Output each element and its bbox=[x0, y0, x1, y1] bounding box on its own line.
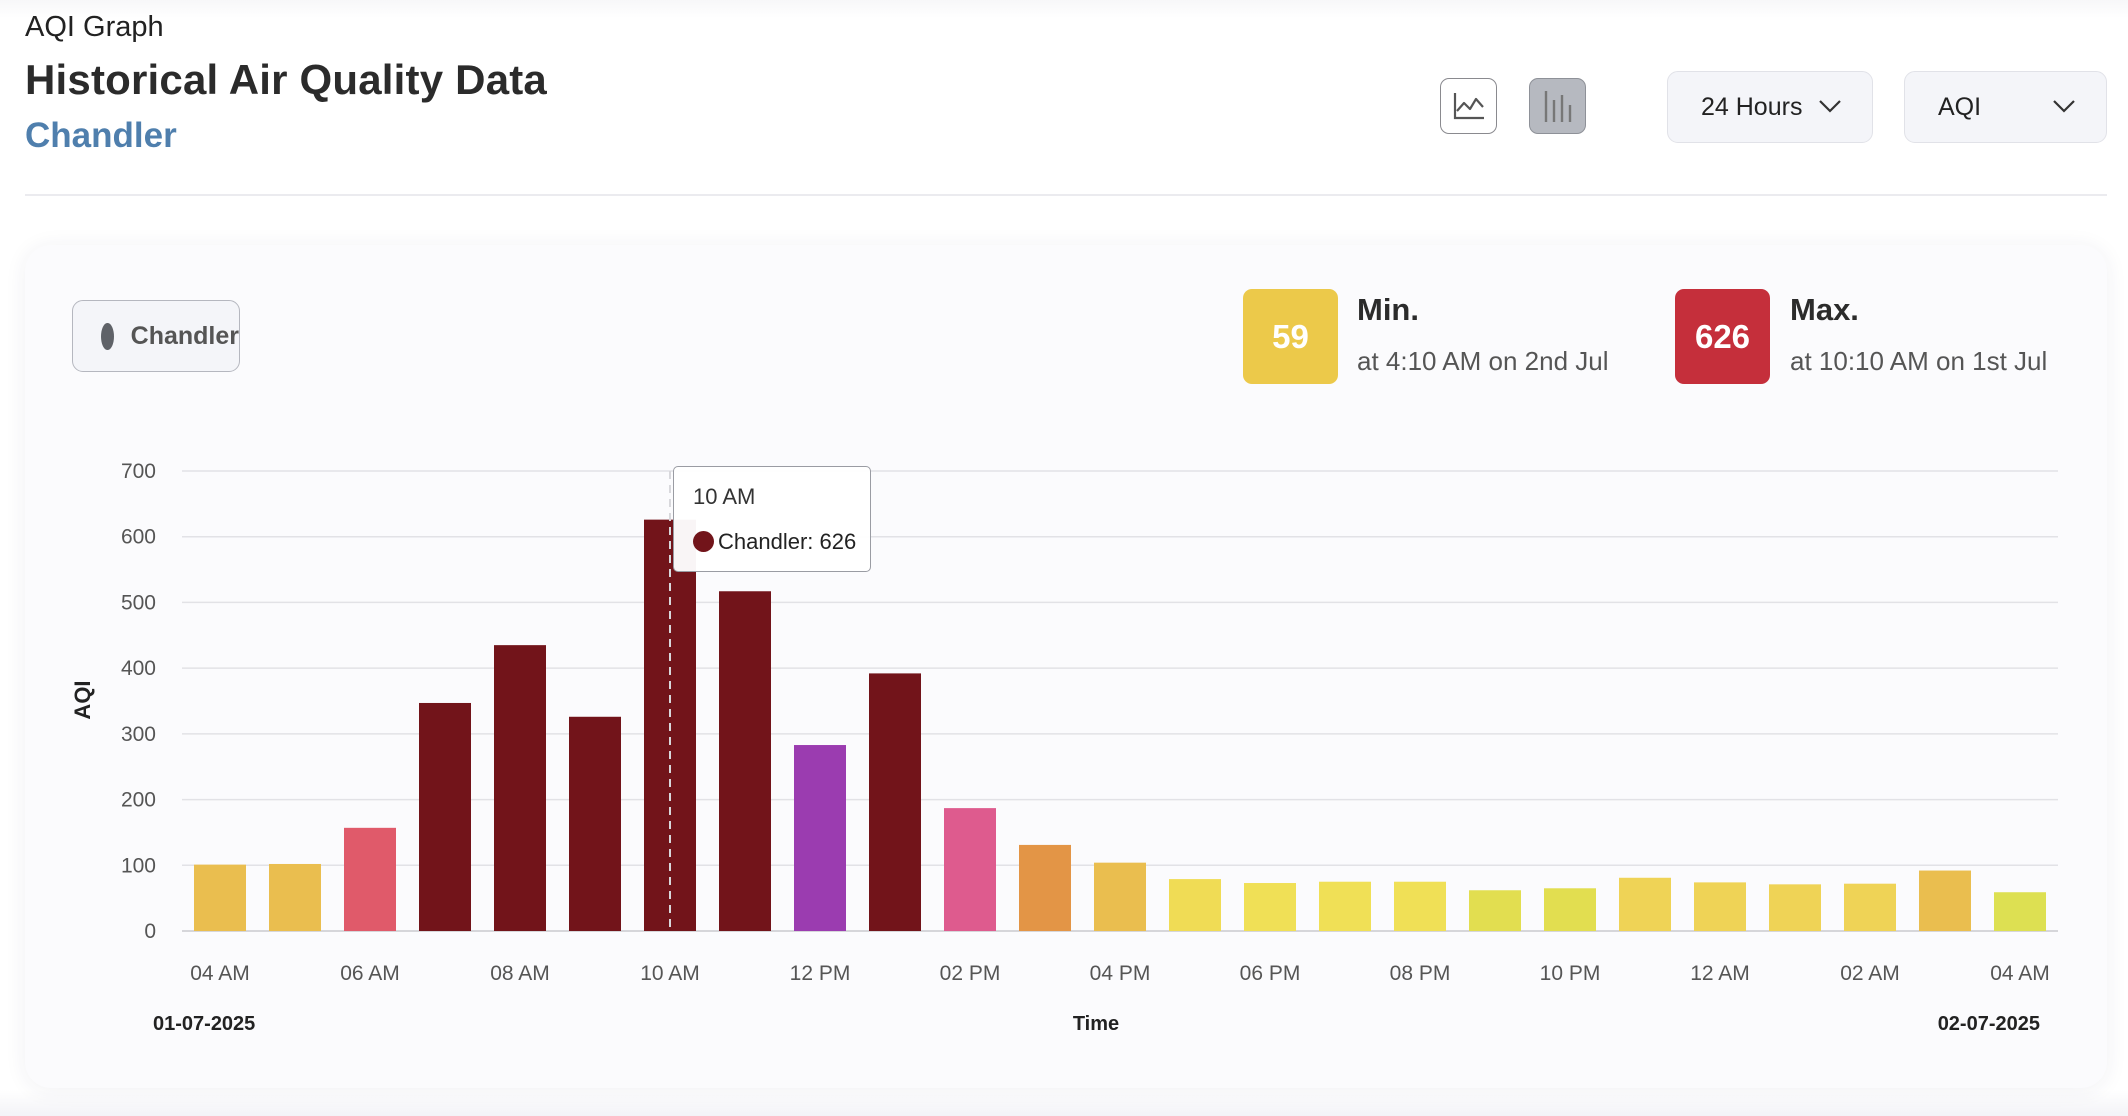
bar-9[interactable] bbox=[869, 673, 921, 931]
x-tick-label: 12 PM bbox=[790, 962, 851, 985]
metric-dropdown[interactable]: AQI bbox=[1904, 71, 2107, 143]
y-tick-label: 600 bbox=[121, 526, 156, 549]
y-tick-label: 500 bbox=[121, 591, 156, 614]
bar-0[interactable] bbox=[194, 864, 246, 931]
location-name: Chandler bbox=[25, 116, 177, 155]
max-value-badge: 626 bbox=[1675, 289, 1770, 384]
y-tick-label: 100 bbox=[121, 854, 156, 877]
bars bbox=[194, 519, 2046, 931]
x-tick-label: 10 PM bbox=[1540, 962, 1601, 985]
legend-item-chandler[interactable]: Chandler bbox=[72, 300, 240, 372]
bar-14[interactable] bbox=[1244, 883, 1296, 931]
chevron-down-icon bbox=[2053, 100, 2075, 113]
bar-10[interactable] bbox=[944, 808, 996, 931]
bar-5[interactable] bbox=[569, 716, 621, 931]
y-axis-ticks: 0 100 200 300 400 500 600 700 bbox=[121, 460, 156, 943]
x-tick-label: 02 PM bbox=[940, 962, 1001, 985]
bar-24[interactable] bbox=[1994, 892, 2046, 931]
legend-label: Chandler bbox=[130, 321, 239, 350]
bar-20[interactable] bbox=[1694, 882, 1746, 931]
y-tick-label: 700 bbox=[121, 460, 156, 483]
max-label: Max. bbox=[1790, 292, 1859, 327]
x-tick-label: 06 AM bbox=[340, 962, 400, 985]
min-value-badge: 59 bbox=[1243, 289, 1338, 384]
x-tick-label: 10 AM bbox=[640, 962, 700, 985]
section-label: AQI Graph bbox=[25, 11, 164, 43]
chart-tooltip: 10 AM Chandler: 626 bbox=[673, 466, 871, 572]
chart-card: Chandler 59 Min. at 4:10 AM on 2nd Jul 6… bbox=[25, 245, 2107, 1088]
bar-8[interactable] bbox=[794, 745, 846, 931]
start-date-label: 01-07-2025 bbox=[153, 1013, 255, 1035]
line-chart-button[interactable] bbox=[1440, 78, 1497, 134]
bar-7[interactable] bbox=[719, 591, 771, 931]
bar-13[interactable] bbox=[1169, 879, 1221, 931]
bar-11[interactable] bbox=[1019, 844, 1071, 931]
chevron-down-icon bbox=[1819, 100, 1841, 113]
tooltip-series-dot bbox=[693, 531, 714, 552]
tooltip-time: 10 AM bbox=[693, 484, 756, 509]
y-tick-label: 0 bbox=[144, 920, 156, 943]
x-tick-label: 02 AM bbox=[1840, 962, 1900, 985]
bar-15[interactable] bbox=[1319, 881, 1371, 931]
y-axis-label: AQI bbox=[70, 680, 95, 719]
bar-19[interactable] bbox=[1619, 877, 1671, 931]
x-axis-ticks: 04 AM 06 AM 08 AM 10 AM 12 PM 02 PM 04 PM 06 PM… bbox=[190, 962, 2050, 985]
x-tick-label: 04 PM bbox=[1090, 962, 1151, 985]
line-chart-icon bbox=[1453, 93, 1484, 120]
min-detail: at 4:10 AM on 2nd Jul bbox=[1357, 346, 1609, 376]
bar-23[interactable] bbox=[1919, 870, 1971, 931]
y-tick-label: 300 bbox=[121, 723, 156, 746]
x-tick-label: 08 AM bbox=[490, 962, 550, 985]
bar-18[interactable] bbox=[1544, 888, 1596, 931]
y-tick-label: 200 bbox=[121, 789, 156, 812]
end-date-label: 02-07-2025 bbox=[1938, 1013, 2040, 1035]
bar-1[interactable] bbox=[269, 863, 321, 931]
bar-2[interactable] bbox=[344, 827, 396, 931]
bar-16[interactable] bbox=[1394, 881, 1446, 931]
header-divider bbox=[25, 194, 2107, 196]
bar-3[interactable] bbox=[419, 702, 471, 931]
bar-chart-icon bbox=[1544, 91, 1571, 122]
time-range-dropdown[interactable]: 24 Hours bbox=[1667, 71, 1873, 143]
bar-21[interactable] bbox=[1769, 884, 1821, 931]
legend-dot bbox=[101, 322, 114, 350]
y-tick-label: 400 bbox=[121, 657, 156, 680]
tooltip-value: Chandler: 626 bbox=[718, 529, 857, 554]
page-title: Historical Air Quality Data bbox=[25, 56, 547, 103]
bar-4[interactable] bbox=[494, 645, 546, 931]
x-tick-label: 08 PM bbox=[1390, 962, 1451, 985]
metric-value: AQI bbox=[1938, 92, 1982, 121]
x-tick-label: 04 AM bbox=[190, 962, 250, 985]
min-label: Min. bbox=[1357, 292, 1419, 327]
bar-22[interactable] bbox=[1844, 883, 1896, 931]
time-range-value: 24 Hours bbox=[1701, 92, 1803, 121]
bar-12[interactable] bbox=[1094, 862, 1146, 931]
x-tick-label: 06 PM bbox=[1240, 962, 1301, 985]
x-tick-label: 12 AM bbox=[1690, 962, 1750, 985]
bar-chart-button[interactable] bbox=[1529, 78, 1586, 134]
x-tick-label: 04 AM bbox=[1990, 962, 2050, 985]
x-axis-label: Time bbox=[1073, 1013, 1119, 1035]
max-detail: at 10:10 AM on 1st Jul bbox=[1790, 346, 2048, 376]
bar-17[interactable] bbox=[1469, 890, 1521, 931]
